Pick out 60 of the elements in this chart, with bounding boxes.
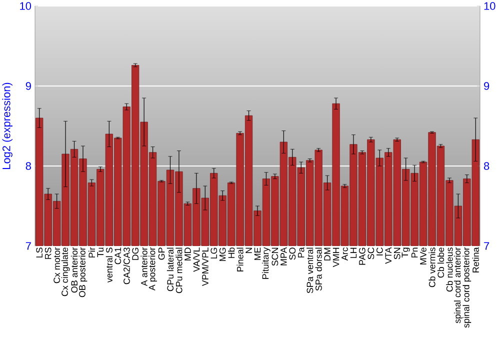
y-tick-label: 9	[26, 82, 31, 90]
x-tick-label: LH	[350, 248, 357, 258]
x-tick-label: CPu medial	[176, 248, 182, 294]
x-tick-label: SCN	[272, 248, 278, 266]
x-tick-label: spinal cord posterior	[462, 247, 472, 328]
x-tick-label: N	[246, 248, 252, 253]
x-tick-label: MD	[184, 248, 191, 260]
x-tick-label: GP	[158, 248, 165, 260]
x-tick-label: SC	[368, 248, 374, 260]
x-tick-label: VTA	[385, 247, 392, 264]
x-tick-label: ventral S	[106, 248, 112, 283]
x-tick-label: IC	[376, 248, 383, 256]
x-tick-label: CPu lateral	[166, 248, 174, 292]
x-tick-label: SPa ventral	[306, 248, 314, 294]
y-tick-label: 8	[26, 162, 31, 170]
x-tick-label: Pineal	[236, 248, 244, 272]
x-tick-label: DM	[324, 248, 330, 260]
x-tick-label: Pn	[411, 248, 418, 258]
x-tick-label: OB anterior	[70, 247, 78, 293]
x-tick-label: MVe	[420, 248, 426, 264]
x-tick-label: Cx cingulate	[61, 248, 70, 296]
x-tick-label: PAG	[359, 248, 366, 265]
x-tick-label: CA1	[114, 248, 122, 264]
x-tick-label: Cb nucleus	[446, 248, 453, 292]
x-tick-label: spinal cord anterior	[454, 247, 462, 324]
y-tick-label: 7	[26, 242, 31, 250]
x-tick-label: CA2/CA3	[123, 248, 130, 284]
x-tick-label: Cb lobe	[437, 248, 444, 278]
x-tick-label: Pir	[88, 247, 95, 258]
x-tick-label: Retina	[472, 247, 479, 272]
x-tick-label: ME	[254, 248, 261, 260]
x-tick-label: VA/VL	[193, 247, 200, 272]
x-tick-label: VPM/VPL	[202, 247, 208, 286]
x-tick-label: VMH	[332, 248, 340, 268]
x-tick-label: RS	[44, 248, 52, 259]
y2-tick-label: 8	[484, 162, 490, 170]
x-tick-label: MPA	[280, 247, 287, 266]
x-tick-label: MG	[219, 248, 226, 261]
x-tick-label: Pa	[298, 247, 304, 258]
y-axis-title: Log2 (expression)	[2, 82, 12, 169]
x-tick-label: Cb vermis	[428, 248, 436, 288]
x-tick-label: OB posterior	[78, 247, 88, 298]
y2-tick-label: 7	[484, 242, 490, 250]
y-tick-label: 10	[20, 2, 32, 10]
x-tick-label: Tg	[402, 248, 410, 258]
x-tick-label: Hb	[228, 248, 235, 258]
x-tick-label: DG	[132, 248, 139, 260]
y2-tick-label: 9	[484, 82, 490, 90]
x-tick-label: SPa dorsal	[315, 248, 322, 291]
x-tick-label: SN	[394, 248, 400, 260]
x-tick-label: A posterior	[148, 247, 157, 291]
x-tick-label: Tu	[97, 248, 104, 258]
y2-tick-label: 10	[484, 2, 496, 10]
x-tick-label: Cx motor	[54, 247, 60, 284]
x-tick-label: LG	[210, 248, 218, 258]
x-tick-label: Pituitary	[262, 247, 270, 279]
x-tick-label: A anterior	[140, 247, 148, 286]
x-tick-label: SO	[289, 248, 296, 260]
x-tick-label: LS	[36, 248, 43, 258]
x-tick-label: Arc	[342, 247, 348, 261]
